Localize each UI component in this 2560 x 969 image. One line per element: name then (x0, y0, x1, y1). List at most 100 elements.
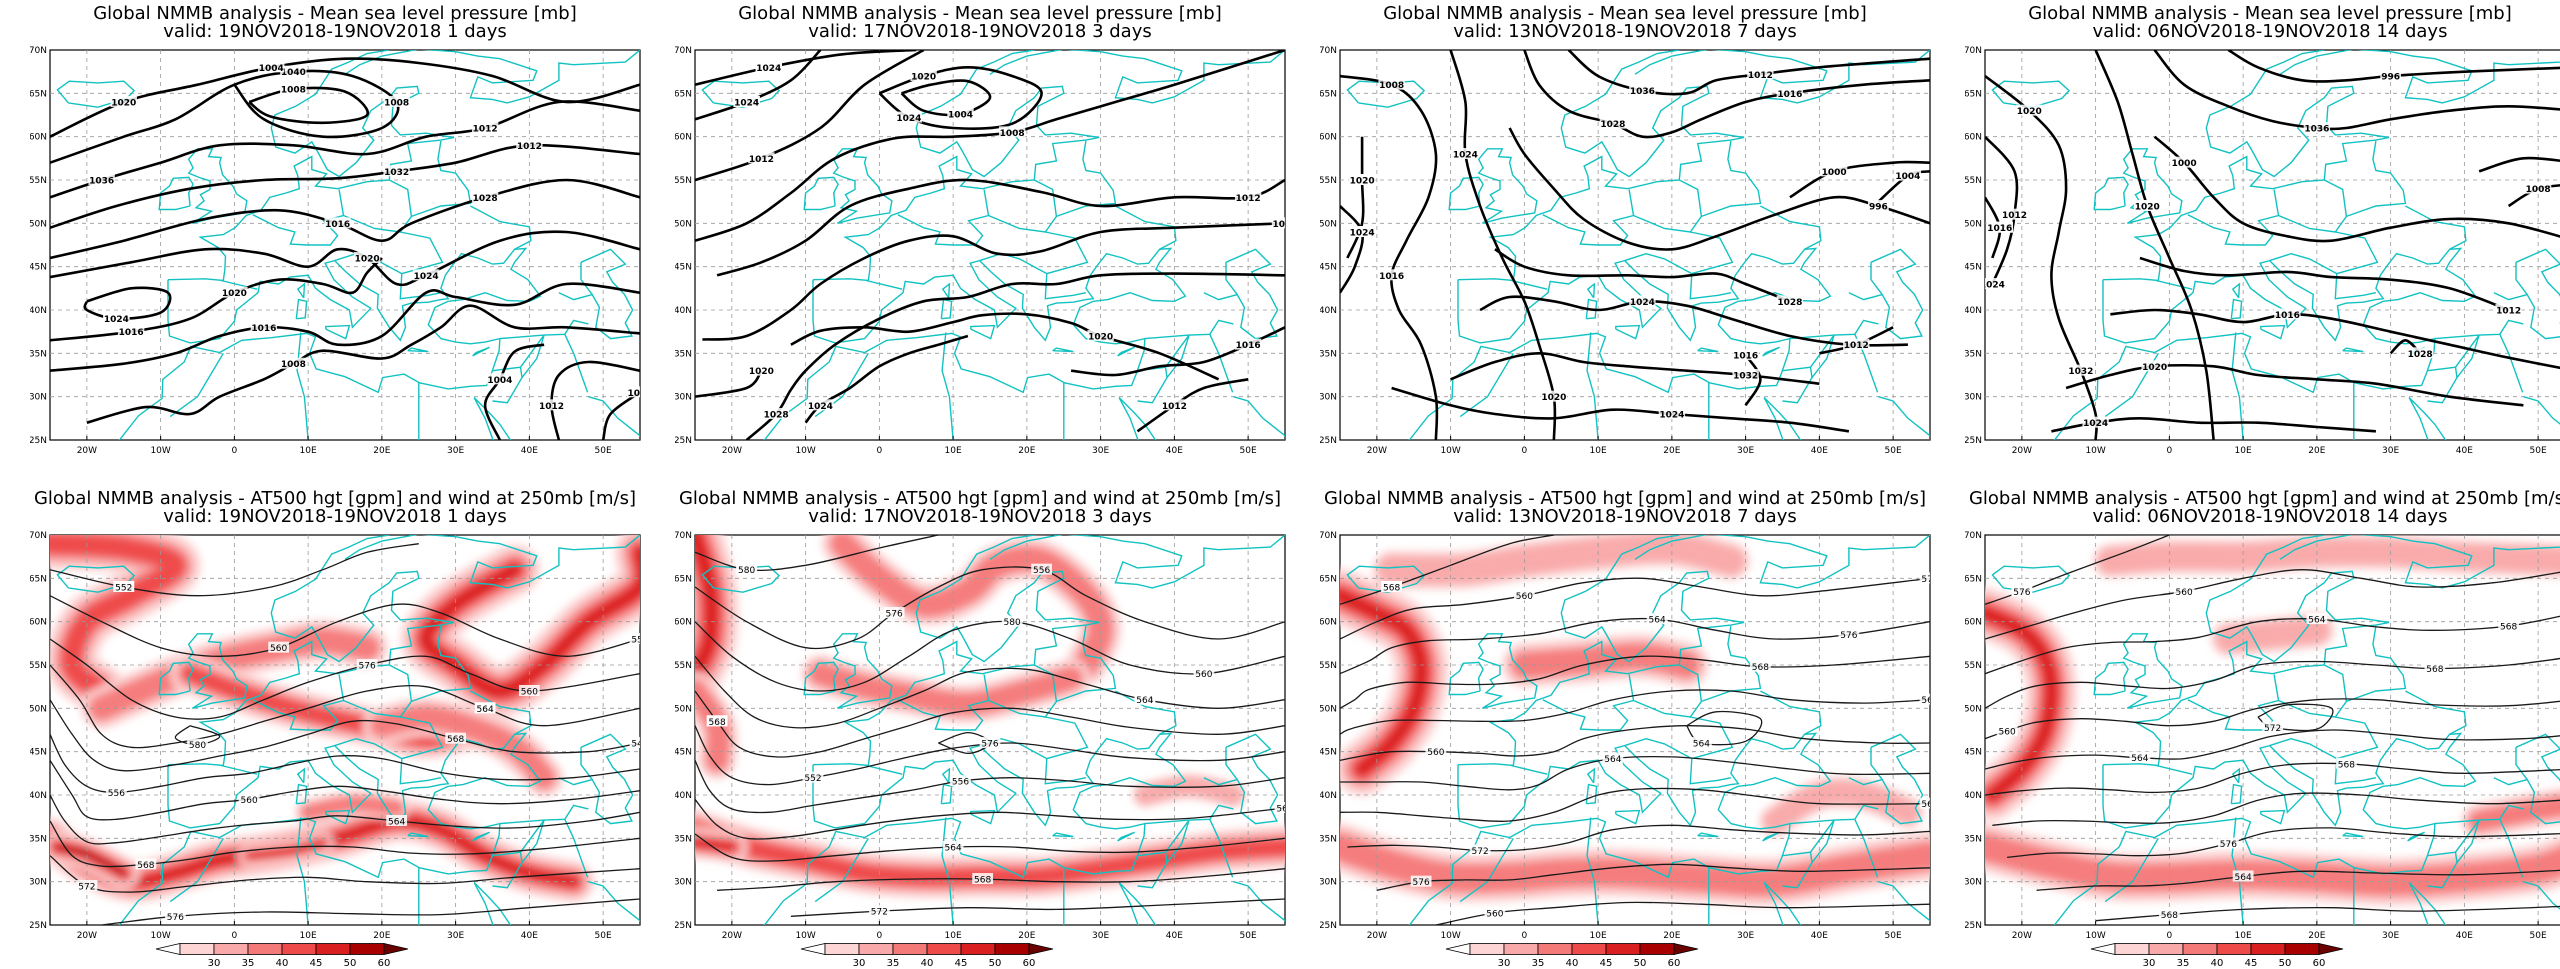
longitude-tick-label: 30E (447, 446, 464, 456)
latitude-tick-label: 70N (1320, 531, 1337, 541)
latitude-tick-label: 35N (1965, 349, 1982, 359)
contour-line (50, 69, 400, 164)
longitude-tick-label: 20E (373, 931, 390, 941)
contour-value-label: 560 (1516, 592, 1533, 602)
axis-tick-labels: 20W 10W 0 10E 20E 30E 40E 50E 70N 65N 60N 55N 50N 45N… (1320, 531, 1902, 941)
contour-value-label: 1020 (2017, 107, 2042, 117)
colorbar-swatch (994, 943, 1030, 955)
contour-value-label: 1020 (222, 289, 247, 299)
panel-title: Global NMMB analysis - AT500 hgt [gpm] a… (1323, 488, 1927, 509)
longitude-tick-label: 20W (1367, 931, 1387, 941)
latitude-tick-label: 55N (1320, 661, 1337, 671)
longitude-tick-label: 10W (1440, 446, 1460, 456)
axis-tick-labels: 20W 10W 0 10E 20E 30E 40E 50E 70N 65N 60N 55N 50N 45N… (30, 531, 612, 941)
longitude-tick-label: 20E (373, 446, 390, 456)
contour-value-label: 560 (1486, 909, 1503, 919)
panel-valid-period: valid: 13NOV2018-19NOV2018 7 days (1453, 506, 1797, 527)
contour-value-label: 576 (359, 662, 376, 672)
latitude-tick-label: 50N (1965, 219, 1982, 229)
colorbar-swatch (1571, 943, 1607, 955)
contour-line (1789, 160, 1930, 199)
map-panel-mslp-1d: Global NMMB analysis - Mean sea level pr… (30, 0, 650, 466)
longitude-tick-label: 40E (1166, 931, 1183, 941)
latitude-tick-label: 35N (30, 349, 47, 359)
colorbar-swatch (858, 943, 894, 955)
longitude-tick-label: 0 (2167, 446, 2173, 456)
longitude-tick-label: 10E (945, 446, 962, 456)
contour-line (1479, 295, 1908, 347)
contour-value-label: 1036 (2304, 125, 2329, 135)
contour-value-label: 1012 (1844, 341, 1869, 351)
contour-line (50, 100, 640, 199)
longitude-tick-label: 30E (1737, 446, 1754, 456)
latitude-tick-label: 30N (30, 878, 47, 888)
contour-line (1136, 378, 1249, 433)
contour-line (695, 50, 1285, 242)
contour-value-label: 560 (1195, 670, 1212, 680)
latitude-tick-label: 60N (1320, 133, 1337, 143)
contour-line (2036, 869, 2560, 891)
colorbar-swatch (2216, 943, 2252, 955)
latitude-tick-label: 45N (1320, 263, 1337, 273)
contour-value-label: 1028 (1777, 298, 1802, 308)
longitude-tick-label: 50E (2530, 446, 2547, 456)
latitude-tick-label: 40N (675, 791, 692, 801)
contour-value-label: 560 (1999, 727, 2016, 737)
contour-value-label: 1008 (627, 389, 650, 399)
contour-value-label: 556 (1033, 566, 1050, 576)
longitude-tick-label: 10W (150, 446, 170, 456)
map-panel-hgt-1d: Global NMMB analysis - AT500 hgt [gpm] a… (30, 485, 650, 969)
latitude-tick-label: 60N (675, 618, 692, 628)
longitude-tick-label: 20E (2308, 446, 2325, 456)
contour-line (2227, 50, 2560, 83)
longitude-tick-label: 10E (2235, 446, 2252, 456)
isobar-contours (1340, 50, 1930, 440)
contour-line (1449, 50, 1557, 440)
contour-line (83, 286, 172, 321)
latitude-tick-label: 45N (1965, 748, 1982, 758)
latitude-tick-label: 30N (675, 878, 692, 888)
contour-line (702, 222, 1285, 341)
panel-valid-period: valid: 13NOV2018-19NOV2018 7 days (1453, 21, 1797, 42)
contour-value-label: 1024 (1659, 411, 1684, 421)
contour-value-label: 576 (1840, 631, 1857, 641)
contour-value-label: 568 (2500, 623, 2517, 633)
latitude-tick-label: 40N (30, 791, 47, 801)
contour-value-label: 1004 (487, 376, 512, 386)
colorbar-swatch (349, 943, 385, 955)
contour-line (50, 759, 640, 821)
contour-value-label: 1024 (756, 64, 781, 74)
contour-line (50, 820, 640, 868)
contour-value-label: 576 (2013, 588, 2030, 598)
geopotential-contours (695, 535, 1285, 917)
contour-line (1985, 615, 2560, 675)
latitude-tick-label: 25N (1320, 436, 1337, 446)
axis-tick-labels: 20W 10W 0 10E 20E 30E 40E 50E 70N 65N 60N 55N 50N 45N… (1965, 46, 2547, 456)
axis-tick-labels: 20W 10W 0 10E 20E 30E 40E 50E 70N 65N 60N 55N 50N 45N… (1965, 531, 2547, 941)
contour-labels: 5565605645685605645685725765645685725765… (1996, 585, 2520, 921)
longitude-tick-label: 20W (722, 931, 742, 941)
contour-value-label: 1012 (539, 402, 564, 412)
contour-value-label: 564 (2235, 873, 2252, 883)
longitude-tick-label: 20E (1663, 446, 1680, 456)
panel-valid-period: valid: 19NOV2018-19NOV2018 1 days (163, 21, 507, 42)
contour-value-label: 1008 (2526, 185, 2551, 195)
contour-line (1494, 248, 1791, 303)
latitude-tick-label: 65N (1320, 574, 1337, 584)
contour-value-label: 1036 (1630, 87, 1655, 97)
contour-value-label: 1016 (1777, 90, 1802, 100)
contour-line (1340, 535, 1555, 605)
contour-value-label: 560 (1276, 805, 1293, 815)
longitude-tick-label: 30E (1092, 931, 1109, 941)
contour-line (790, 312, 1220, 381)
contour-value-label: 1032 (1733, 372, 1758, 382)
contour-value-label: 564 (1604, 755, 1621, 765)
map-plot: 1008 1020 1020 1024 1028 1036 996 1000 1004 1028 1… (1320, 46, 1931, 456)
contour-value-label: 1024 (1350, 229, 1375, 239)
contour-line (695, 566, 1285, 650)
map-panel-mslp-3d: Global NMMB analysis - Mean sea level pr… (675, 0, 1295, 466)
latitude-tick-label: 50N (1320, 704, 1337, 714)
contour-value-label: 1024 (734, 99, 759, 109)
longitude-tick-label: 10E (300, 931, 317, 941)
contour-line (1340, 74, 1439, 440)
